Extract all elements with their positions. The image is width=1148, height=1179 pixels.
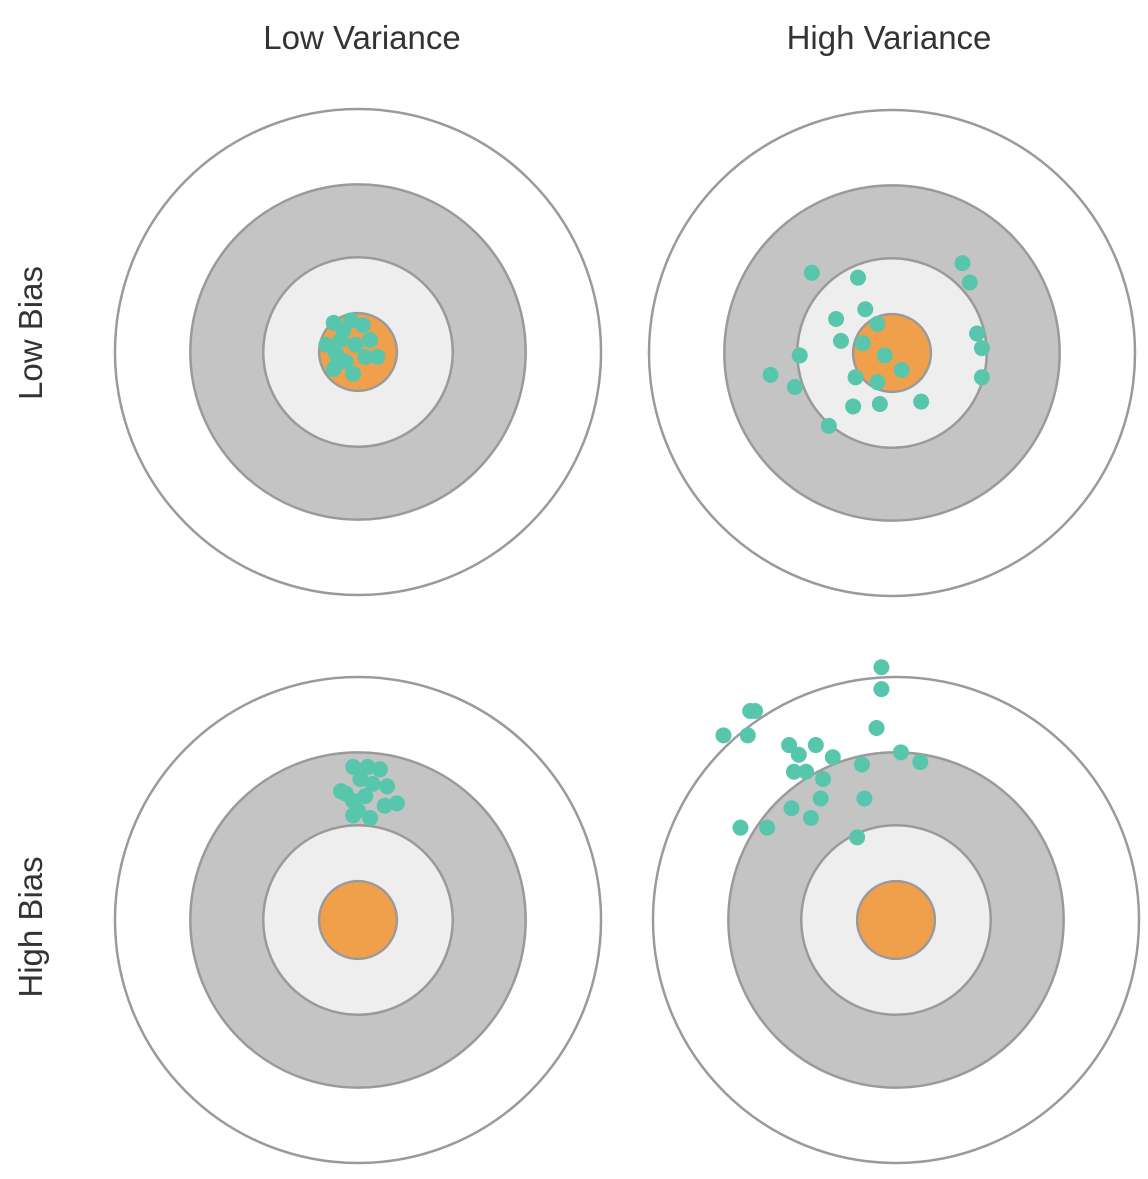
column-label-high-variance: High Variance [787, 19, 992, 56]
shot-point [893, 362, 910, 379]
shot-point [807, 737, 824, 754]
shot-point [873, 659, 890, 676]
shot-point [913, 393, 930, 410]
shot-point [762, 366, 779, 383]
shot-point [783, 800, 800, 817]
shot-point [973, 340, 990, 357]
shot-point [857, 301, 874, 318]
shot-point [969, 325, 986, 342]
shot-point [790, 746, 807, 763]
shot-point [345, 365, 362, 382]
shot-point [912, 754, 929, 771]
shot-point [364, 775, 381, 792]
shot-point [325, 361, 342, 378]
shot-point [332, 783, 349, 800]
shot-point [847, 369, 864, 386]
shot-point [352, 771, 369, 788]
shot-point [802, 809, 819, 826]
shot-point [868, 720, 885, 737]
shot-point [873, 681, 890, 698]
bullseye [317, 879, 399, 961]
shot-point [803, 264, 820, 281]
shot-point [739, 727, 756, 744]
shot-point [359, 758, 376, 775]
shot-point [849, 829, 866, 846]
shot-point [856, 790, 873, 807]
shot-point [820, 417, 837, 434]
shot-point [371, 761, 388, 778]
shot-point [845, 398, 862, 415]
shot-point [335, 322, 352, 339]
shot-point [369, 348, 386, 365]
shot-point [354, 317, 371, 334]
shot-point [815, 771, 832, 788]
shot-point [824, 749, 841, 766]
shot-point [379, 778, 396, 795]
shot-point [798, 763, 815, 780]
row-label-high-bias: High Bias [12, 856, 49, 997]
shot-point [854, 335, 871, 352]
shot-point [876, 347, 893, 364]
shot-point [786, 379, 803, 396]
shot-point [791, 347, 808, 364]
shot-point [759, 819, 776, 836]
shot-point [849, 269, 866, 286]
shot-point [785, 763, 802, 780]
bullseye [855, 879, 937, 961]
shot-point [781, 737, 798, 754]
shot-point [388, 795, 405, 812]
shot-point [832, 332, 849, 349]
shot-point [828, 310, 845, 327]
shot-point [812, 790, 829, 807]
shot-point [362, 809, 379, 826]
shot-point [747, 703, 764, 720]
shot-point [328, 346, 345, 363]
row-label-low-bias: Low Bias [12, 266, 49, 400]
shot-point [715, 727, 732, 744]
shot-point [362, 331, 379, 348]
shot-point [357, 788, 374, 805]
column-label-low-variance: Low Variance [263, 19, 461, 56]
target-low-bias-high-variance [647, 108, 1137, 598]
shot-point [973, 369, 990, 386]
shot-point [318, 336, 335, 353]
shot-point [961, 274, 978, 291]
shot-point [869, 315, 886, 332]
shot-point [853, 756, 870, 773]
shot-point [345, 758, 362, 775]
shot-point [871, 396, 888, 413]
shot-point [357, 348, 374, 365]
shot-point [732, 819, 749, 836]
shot-point [376, 797, 393, 814]
shot-point [347, 336, 364, 353]
shot-point [869, 374, 886, 391]
shot-point [954, 255, 971, 272]
target-high-bias-low-variance [113, 675, 603, 1165]
shot-point [350, 802, 366, 819]
target-low-bias-low-variance [113, 107, 603, 597]
shot-point [892, 744, 909, 761]
target-high-bias-high-variance [651, 659, 1141, 1165]
